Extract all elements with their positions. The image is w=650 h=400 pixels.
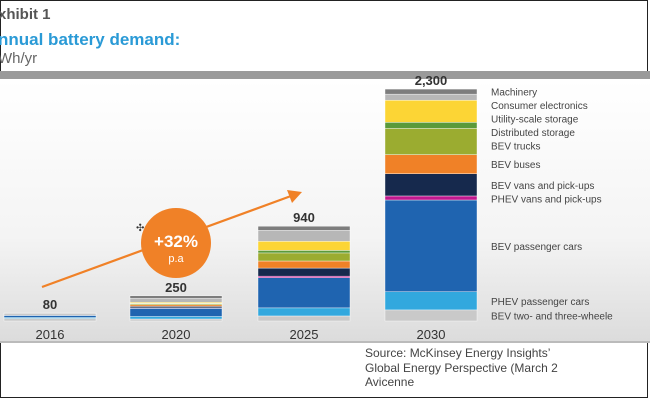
bar-2025-bev-buses	[257, 260, 351, 269]
chart-title: nnual battery demand:	[0, 30, 181, 49]
source-line-1: Source: McKinsey Energy Insights’	[365, 346, 551, 360]
bar-2016-bev-two-three-wheelers	[3, 318, 97, 322]
legend-bev-two-three-wheelers: BEV two- and three-wheele	[491, 311, 613, 322]
growth-badge: +32% p.a	[141, 208, 211, 278]
bar-2030-bev-trucks	[384, 128, 478, 155]
bar-2030-distributed-storage	[384, 122, 478, 129]
axis-band	[0, 341, 650, 343]
bar-2020-bev-buses	[129, 304, 223, 307]
bar-2020-machinery	[129, 295, 223, 299]
total-label-2025: 940	[293, 210, 315, 225]
bar-2020-consumer-electronics	[129, 298, 223, 303]
source-line-2: Global Energy Perspective (March 2	[365, 360, 558, 375]
bar-2030-machinery	[384, 88, 478, 95]
x-tick-2030: 2030	[417, 327, 446, 342]
legend-utility-scale-storage: Utility-scale storage	[491, 115, 579, 126]
bar-2030-bev-passenger-cars	[384, 199, 478, 292]
legend-distributed-storage: Distributed storage	[491, 128, 575, 139]
legend-machinery: Machinery	[491, 88, 537, 99]
x-tick-2020: 2020	[162, 327, 191, 342]
source-line-3: Avicenne	[365, 375, 415, 389]
bar-2030-bev-two-three-wheelers	[384, 309, 478, 322]
x-tick-2025: 2025	[290, 327, 319, 342]
legend-bev-buses: BEV buses	[491, 160, 540, 171]
legend-phev-passenger-cars: PHEV passenger cars	[491, 297, 589, 308]
bar-2030-bev-vans-pickups	[384, 173, 478, 197]
bar-2016-consumer-electronics	[3, 313, 97, 316]
bar-2020-bev-vans-pickups	[129, 306, 223, 309]
header-band	[0, 71, 650, 79]
exhibit-label: xhibit 1	[0, 6, 51, 23]
bar-2016-machinery	[3, 312, 97, 314]
bar-2025-bev-passenger-cars	[257, 277, 351, 309]
bar-2030-bev-buses	[384, 154, 478, 174]
total-label-2020: 250	[165, 280, 187, 295]
bar-2025-bev-vans-pickups	[257, 267, 351, 277]
bar-2020-bev-passenger-cars	[129, 308, 223, 317]
bar-2020-phev-passenger-cars	[129, 316, 223, 320]
x-tick-2016: 2016	[36, 327, 65, 342]
source-note: Source: McKinsey Energy Insights’ Global…	[365, 346, 558, 390]
bar-2025-phev-vans-pickups	[257, 275, 351, 278]
chart-unit: Wh/yr	[0, 50, 38, 67]
bar-2030-consumer-electronics	[384, 93, 478, 101]
total-label-2016: 80	[43, 297, 57, 312]
growth-badge-suffix: p.a	[168, 253, 184, 265]
bar-2025-distributed-storage	[257, 250, 351, 254]
legend-phev-vans-pickups: PHEV vans and pick-ups	[491, 194, 602, 205]
cursor-icon: ✣	[136, 223, 144, 234]
growth-badge-circle	[141, 208, 211, 278]
bar-2016-bev-passenger-cars	[3, 315, 97, 318]
growth-badge-value: +32%	[154, 232, 198, 251]
legend-bev-trucks: BEV trucks	[491, 142, 540, 153]
bar-2025-phev-passenger-cars	[257, 307, 351, 317]
legend-consumer-electronics: Consumer electronics	[491, 101, 588, 112]
bar-2025-bev-trucks	[257, 252, 351, 262]
bar-2025-consumer-electronics	[257, 230, 351, 242]
growth-arrow-head	[287, 190, 302, 203]
total-label-2030: 2,300	[415, 73, 448, 88]
bar-2030-phev-passenger-cars	[384, 291, 478, 311]
bar-2025-machinery	[257, 226, 351, 231]
bar-2030-utility-scale-storage	[384, 99, 478, 123]
legend-bev-passenger-cars: BEV passenger cars	[491, 242, 582, 253]
bar-2025-bev-two-three-wheelers	[257, 315, 351, 322]
legend-bev-vans-pickups: BEV vans and pick-ups	[491, 181, 594, 192]
bar-2030-phev-vans-pickups	[384, 195, 478, 201]
bar-2025-utility-scale-storage	[257, 241, 351, 251]
bar-2020-bev-two-three-wheelers	[129, 318, 223, 322]
